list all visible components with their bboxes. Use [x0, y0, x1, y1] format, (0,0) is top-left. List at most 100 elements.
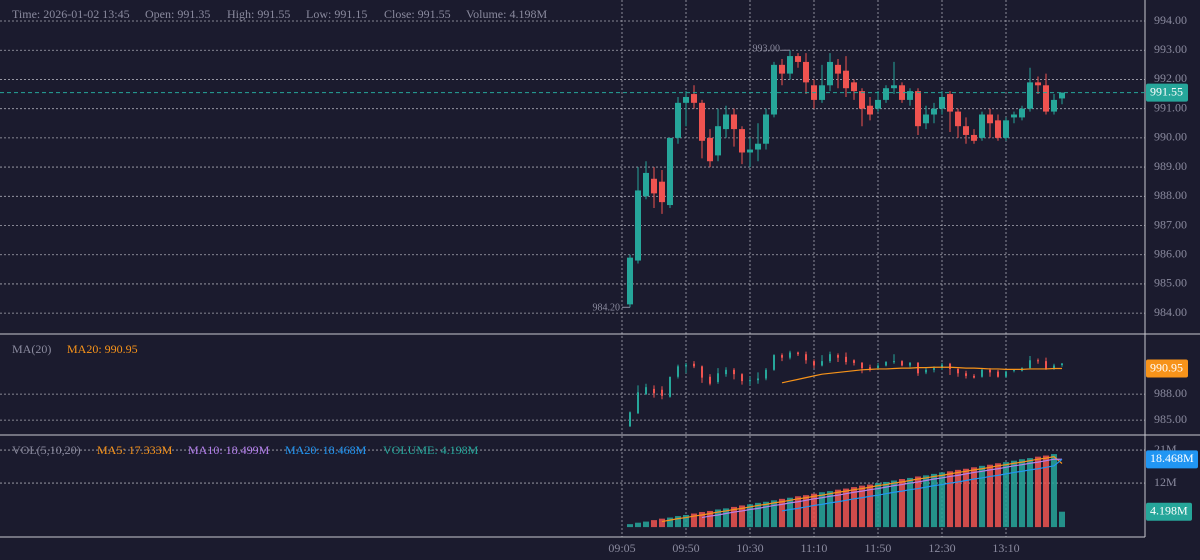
y-tick-label: 990.00: [1154, 130, 1187, 144]
candle-body: [845, 356, 847, 363]
volume-bar: [1011, 460, 1017, 528]
candle-body: [651, 178, 657, 194]
candle-body: [661, 389, 663, 396]
volume-bar: [819, 492, 825, 528]
volume-bar: [835, 489, 841, 528]
candle-body: [675, 102, 681, 138]
volume-bar: [883, 481, 889, 528]
pane-title: MA(20): [12, 342, 51, 356]
legend-entry: MA5: 17.333M: [97, 443, 173, 457]
last-price-label: 991.55: [1150, 84, 1183, 98]
candle-body: [747, 149, 753, 153]
volume-bar: [1051, 454, 1057, 528]
y-tick-label: 991.00: [1154, 100, 1187, 114]
volume-bar: [779, 498, 785, 528]
candle-body: [773, 355, 775, 370]
volume-bar: [723, 508, 729, 528]
candle-body: [779, 64, 785, 74]
header-high: High: 991.55: [227, 7, 290, 21]
volume-bar: [899, 479, 905, 528]
candle-body: [1037, 360, 1039, 362]
candle-body: [885, 362, 887, 366]
candle-body: [707, 137, 713, 162]
x-tick-label: 09:50: [672, 541, 699, 555]
volume-bar: [979, 465, 985, 528]
volume-ma-last-box: [1146, 450, 1198, 469]
candle-body: [755, 143, 761, 150]
volume-bar: [923, 475, 929, 528]
header-time: Time: 2026-01-02 13:45: [12, 7, 130, 21]
volume-bar: [971, 467, 977, 528]
candle-body: [931, 108, 937, 115]
candle-body: [795, 56, 801, 62]
candle-body: [643, 172, 649, 197]
volume-ma-line: [661, 456, 1063, 523]
volume-bar: [1027, 458, 1033, 528]
header-volume: Volume: 4.198M: [466, 7, 547, 21]
candle-body: [1005, 371, 1007, 377]
y-tick-label: 988.00: [1154, 386, 1187, 400]
candle-body: [1013, 369, 1015, 371]
candle-body: [1051, 99, 1057, 112]
candle-body: [1045, 361, 1047, 369]
legend-entry: MA20: 990.95: [67, 342, 138, 356]
candle-body: [765, 369, 767, 379]
y-tick-label: 994.00: [1154, 13, 1187, 27]
candle-body: [757, 378, 759, 381]
volume-bar: [803, 495, 809, 528]
candle-body: [907, 91, 913, 100]
candle-body: [637, 392, 639, 414]
legend-entry: VOLUME: 4.198M: [383, 443, 479, 457]
y-tick-label: 985.00: [1154, 412, 1187, 426]
candle-body: [933, 368, 935, 370]
legend-entry: MA10: 18.499M: [188, 443, 270, 457]
y-tick-label: 984.00: [1154, 305, 1187, 319]
candle-body: [787, 56, 793, 74]
x-tick-label: 10:30: [736, 541, 763, 555]
candle-body: [1035, 82, 1041, 86]
volume-bar: [963, 468, 969, 528]
candle-body: [645, 387, 647, 395]
x-tick-label: 11:10: [801, 541, 828, 555]
candle-body: [891, 85, 897, 89]
volume-bar: [851, 487, 857, 528]
candle-body: [627, 257, 633, 305]
volume-last-label: 4.198M: [1150, 503, 1188, 517]
candle-body: [667, 137, 673, 206]
volume-bar: [715, 509, 721, 528]
candle-body: [699, 102, 705, 141]
candle-body: [629, 412, 631, 427]
candle-body: [853, 360, 855, 363]
candle-body: [797, 352, 799, 355]
volume-bar: [907, 477, 913, 528]
candle-body: [1011, 114, 1017, 118]
ma-last-label: 990.95: [1150, 360, 1183, 374]
candle-body: [1029, 360, 1031, 369]
volume-ma-line: [781, 458, 1063, 512]
candle-body: [957, 368, 959, 374]
candle-body: [1027, 82, 1033, 109]
volume-bar: [827, 491, 833, 528]
volume-bar: [667, 517, 673, 528]
volume-bar: [1003, 462, 1009, 528]
header-open: Open: 991.35: [145, 7, 210, 21]
candle-body: [715, 126, 721, 156]
header-low: Low: 991.15: [306, 7, 367, 21]
candle-body: [731, 114, 737, 130]
volume-bar: [635, 522, 641, 528]
ma-last-label-box: [1146, 359, 1188, 378]
volume-bar: [987, 464, 993, 528]
candle-body: [635, 190, 641, 261]
candle-body: [859, 91, 865, 109]
candle-body: [693, 363, 695, 367]
candle-body: [995, 120, 1001, 138]
candle-body: [805, 354, 807, 361]
candle-body: [981, 369, 983, 377]
candle-body: [965, 373, 967, 376]
y-tick-label: 12M: [1154, 475, 1177, 489]
x-tick-label: 11:50: [865, 541, 892, 555]
ma-line: [781, 366, 1062, 384]
volume-bar: [1059, 511, 1065, 528]
candle-body: [763, 114, 769, 144]
candle-body: [949, 363, 951, 369]
